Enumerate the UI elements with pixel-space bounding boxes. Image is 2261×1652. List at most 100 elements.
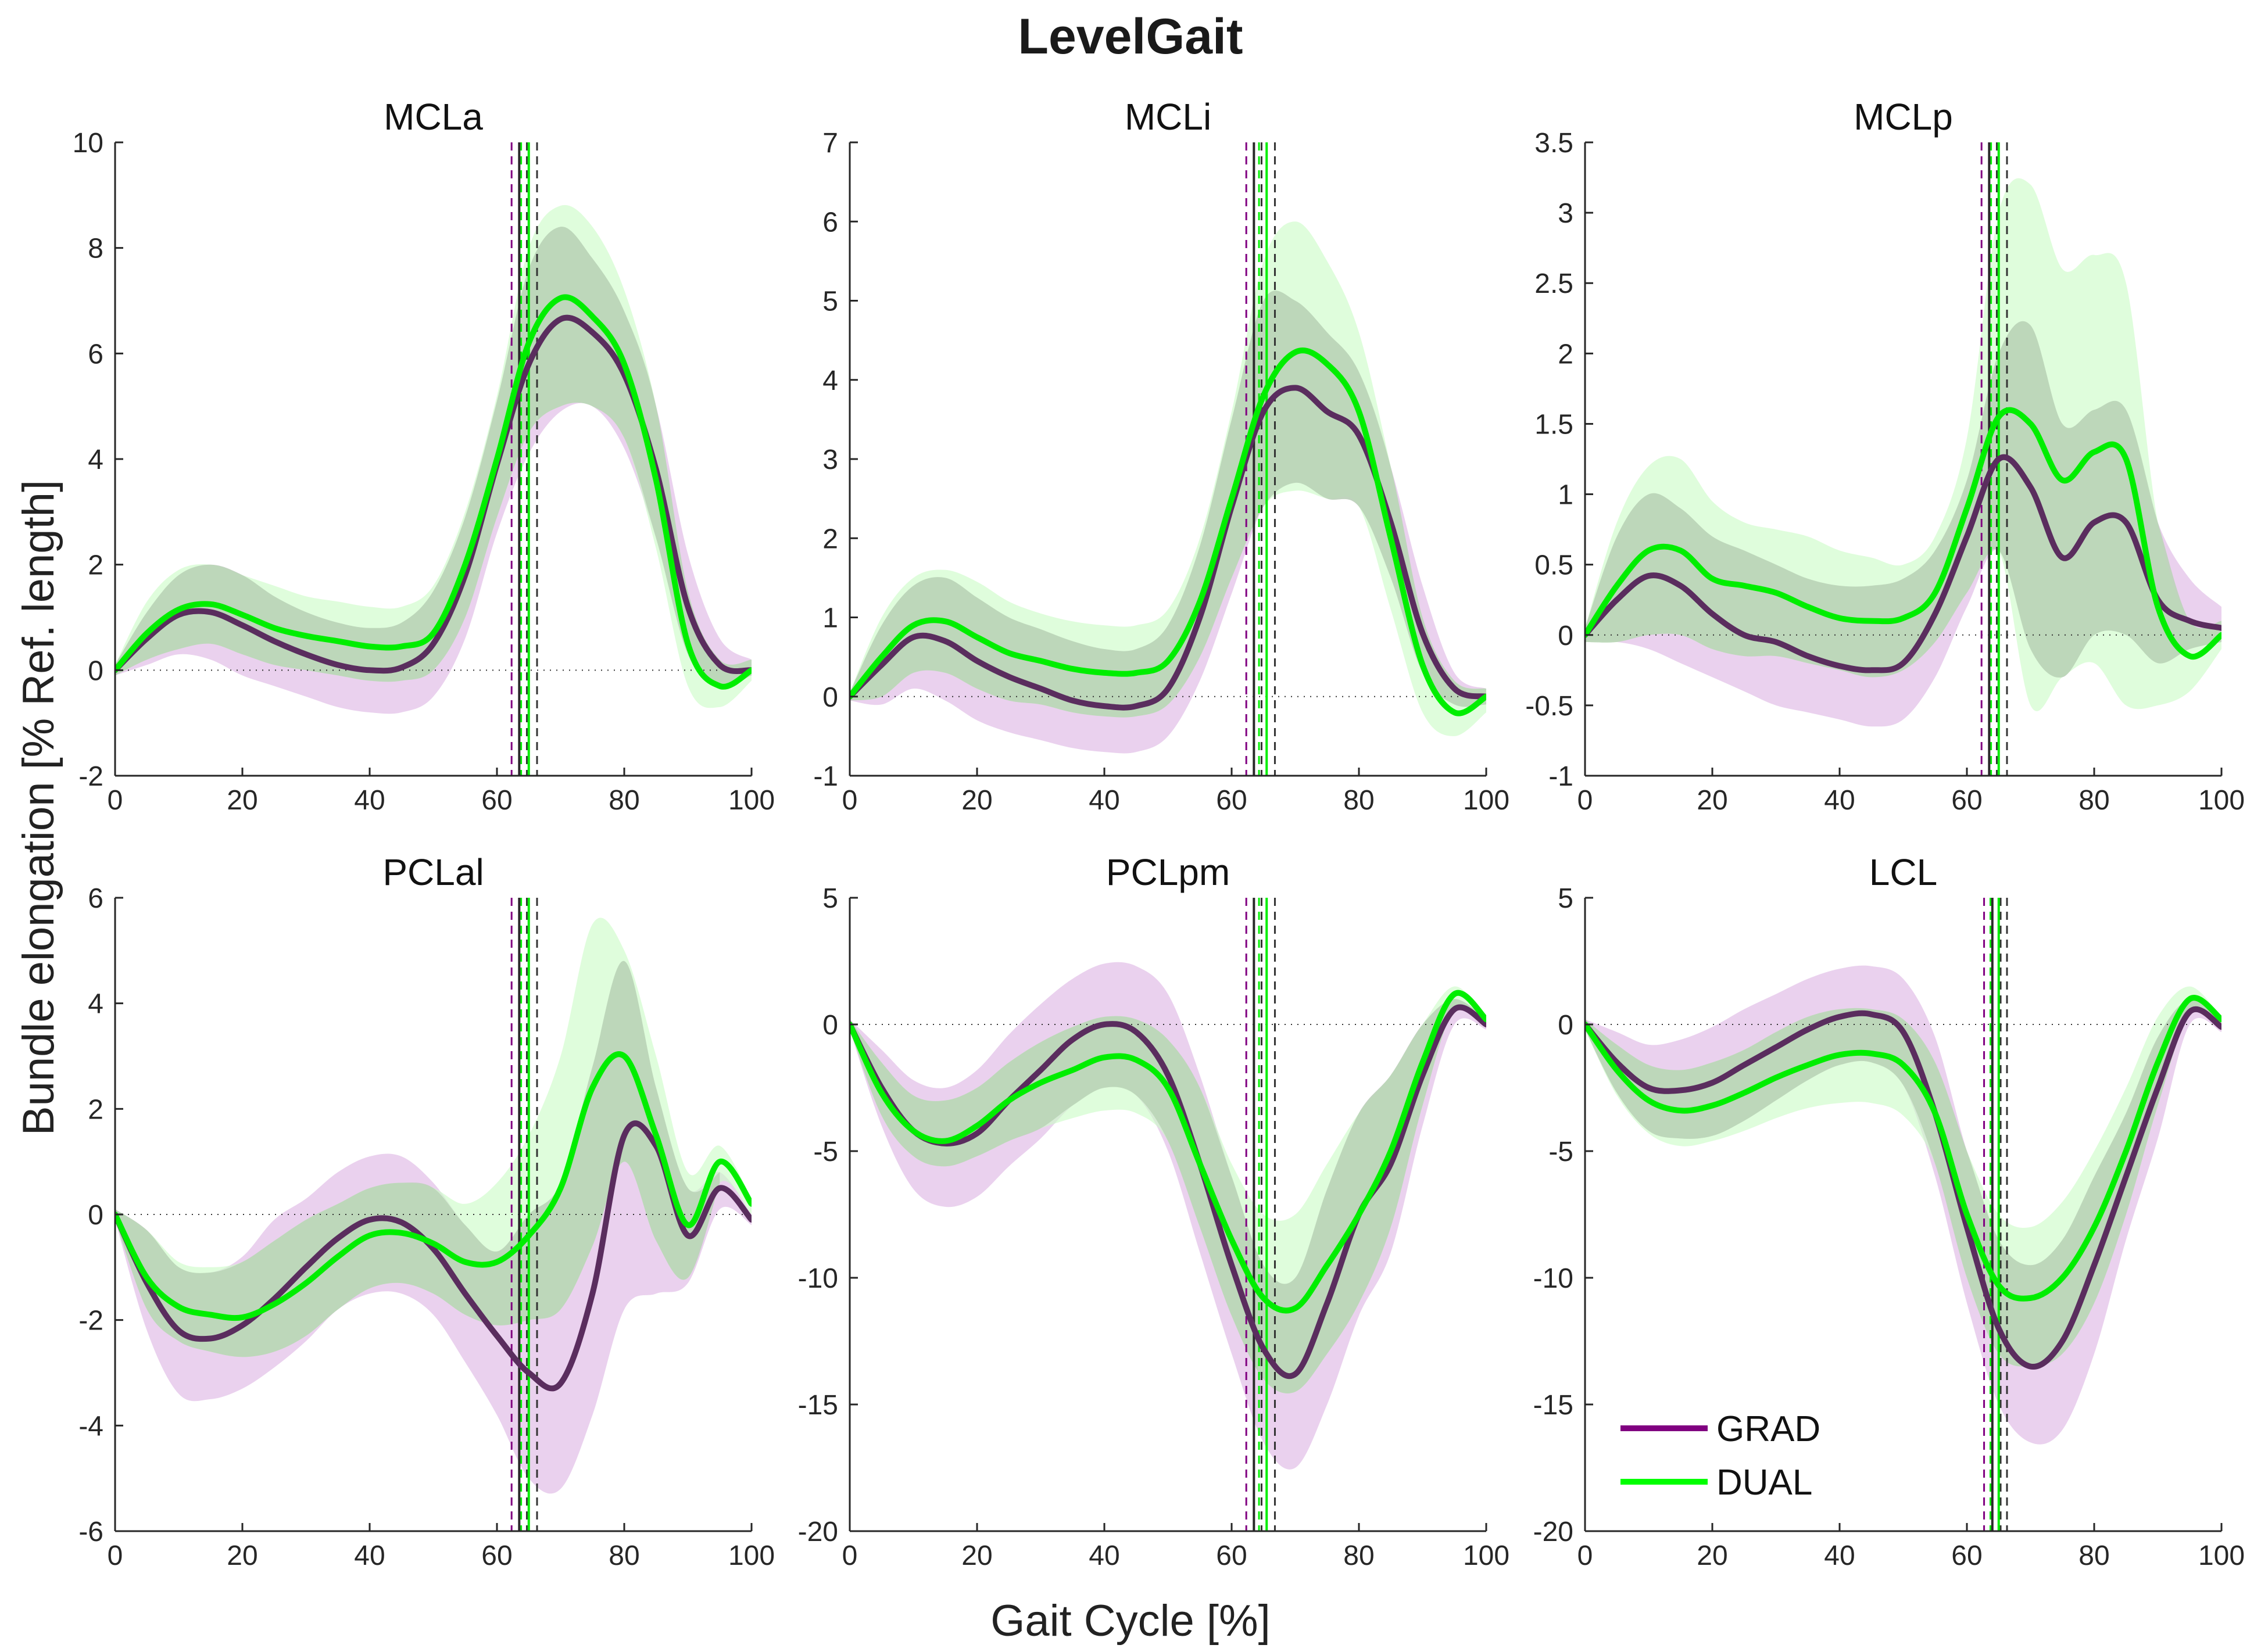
y-tick-label: -15 <box>798 1390 838 1421</box>
legend-item-grad: GRAD <box>1620 1409 1820 1449</box>
y-tick-label: -1 <box>1548 761 1573 792</box>
y-tick-label: 0 <box>88 1200 103 1231</box>
x-tick-label: 20 <box>961 785 992 816</box>
y-tick-label: 0 <box>1558 621 1573 651</box>
subplot-mclp: MCLp 0 20 40 60 80 100 -1 -0.5 0 0.5 1 1.5 2 2.5 3 3.5 <box>1525 96 2245 816</box>
plot-area <box>115 142 752 776</box>
series-line-dual <box>115 1051 752 1321</box>
series-line-grad <box>850 385 1486 711</box>
x-tick-label: 20 <box>227 1540 257 1571</box>
figure-title: LevelGait <box>1018 9 1243 64</box>
x-tick-label: 20 <box>961 1540 992 1571</box>
x-tick-label: 40 <box>1824 785 1855 816</box>
y-tick-label: 0 <box>1558 1010 1573 1041</box>
y-tick-label: 2 <box>822 524 838 554</box>
x-tick-label: 0 <box>842 785 858 816</box>
x-tick-label: 60 <box>1951 1540 1982 1571</box>
y-tick-label: 6 <box>88 339 103 370</box>
y-tick-label: 10 <box>73 128 103 159</box>
plot-area <box>115 898 752 1531</box>
legend-label: DUAL <box>1716 1463 1812 1503</box>
y-tick-label: 6 <box>88 883 103 914</box>
y-tick-label: 4 <box>88 989 103 1020</box>
band-overlap <box>115 227 752 687</box>
x-axis-label: Gait Cycle [%] <box>990 1596 1270 1646</box>
series-line-grad <box>115 1120 752 1392</box>
subplot-title: MCLi <box>1125 96 1211 138</box>
x-tick-label: 80 <box>2078 1540 2109 1571</box>
y-tick-label: -20 <box>798 1517 838 1547</box>
y-tick-label: -6 <box>78 1517 103 1547</box>
y-tick-label: -15 <box>1533 1390 1573 1421</box>
x-tick-label: 60 <box>481 785 512 816</box>
x-tick-label: 80 <box>2078 785 2109 816</box>
y-tick-label: -1 <box>813 761 838 792</box>
x-tick-label: 60 <box>481 1540 512 1571</box>
plot-area <box>850 898 1486 1531</box>
y-tick-label: -0.5 <box>1525 691 1573 722</box>
plot-area <box>850 142 1486 776</box>
series-line-dual <box>850 990 1486 1314</box>
subplot-title: MCLa <box>384 96 483 138</box>
x-tick-label: 40 <box>1089 1540 1119 1571</box>
y-tick-label: 5 <box>822 286 838 317</box>
y-tick-label: 5 <box>1558 883 1573 914</box>
series-line-dual <box>850 347 1486 716</box>
x-tick-label: 20 <box>1697 1540 1727 1571</box>
series-line-grad <box>1585 454 2221 673</box>
y-tick-label: 3.5 <box>1534 128 1573 159</box>
y-tick-label: 3 <box>822 445 838 475</box>
y-tick-label: 1 <box>1558 480 1573 511</box>
x-tick-label: 40 <box>1824 1540 1855 1571</box>
y-tick-label: -10 <box>1533 1263 1573 1294</box>
x-tick-label: 60 <box>1951 785 1982 816</box>
subplot-title: PCLpm <box>1106 851 1230 893</box>
x-tick-label: 80 <box>609 785 639 816</box>
y-tick-label: 0.5 <box>1534 550 1573 581</box>
y-tick-label: 0 <box>822 682 838 713</box>
y-tick-label: -4 <box>78 1411 103 1442</box>
legend-label: GRAD <box>1716 1409 1820 1449</box>
y-tick-label: -5 <box>1548 1137 1573 1167</box>
x-tick-label: 100 <box>2198 1540 2245 1571</box>
y-tick-label: 1.5 <box>1534 409 1573 440</box>
series-line-dual <box>115 294 752 690</box>
y-tick-label: 5 <box>822 883 838 914</box>
x-tick-label: 40 <box>354 1540 385 1571</box>
x-tick-label: 0 <box>1577 785 1593 816</box>
y-tick-label: 6 <box>822 207 838 238</box>
y-tick-label: 1 <box>822 603 838 634</box>
x-tick-label: 100 <box>1463 1540 1509 1571</box>
series-line-dual <box>1585 995 2221 1302</box>
subplot-pclpm: PCLpm 0 20 40 60 80 100 -20 -15 -10 -5 0 5 <box>798 851 1509 1571</box>
x-tick-label: 0 <box>108 785 123 816</box>
x-tick-label: 0 <box>108 1540 123 1571</box>
y-tick-label: 4 <box>822 365 838 396</box>
x-tick-label: 80 <box>609 1540 639 1571</box>
series-line-dual <box>1585 407 2221 660</box>
y-tick-label: 2 <box>88 550 103 581</box>
axes: 0 20 40 60 80 100 -20 -15 -10 -5 0 5 <box>798 883 1509 1571</box>
band-overlap <box>850 291 1486 718</box>
x-tick-label: 80 <box>1343 785 1374 816</box>
band-overlap <box>115 961 720 1357</box>
y-tick-label: 2 <box>88 1094 103 1125</box>
subplot-title: PCLal <box>382 851 484 893</box>
y-tick-label: 0 <box>88 655 103 686</box>
x-tick-label: 20 <box>227 785 257 816</box>
x-tick-label: 0 <box>842 1540 858 1571</box>
x-tick-label: 100 <box>728 785 775 816</box>
axes: 0 20 40 60 80 100 -6 -4 -2 0 2 4 6 <box>78 883 775 1571</box>
axes: 0 20 40 60 80 100 -20 -15 -10 -5 0 5 <box>1533 883 2245 1571</box>
y-tick-label: -5 <box>813 1137 838 1167</box>
subplot-pclal: PCLal 0 20 40 60 80 100 -6 -4 -2 0 2 4 6 <box>78 851 775 1571</box>
y-tick-label: 2.5 <box>1534 268 1573 299</box>
subplot-lcl: LCL 0 20 40 60 80 100 -20 -15 -10 -5 0 5 <box>1533 851 2245 1571</box>
legend-item-dual: DUAL <box>1620 1463 1812 1503</box>
x-tick-label: 60 <box>1216 1540 1247 1571</box>
